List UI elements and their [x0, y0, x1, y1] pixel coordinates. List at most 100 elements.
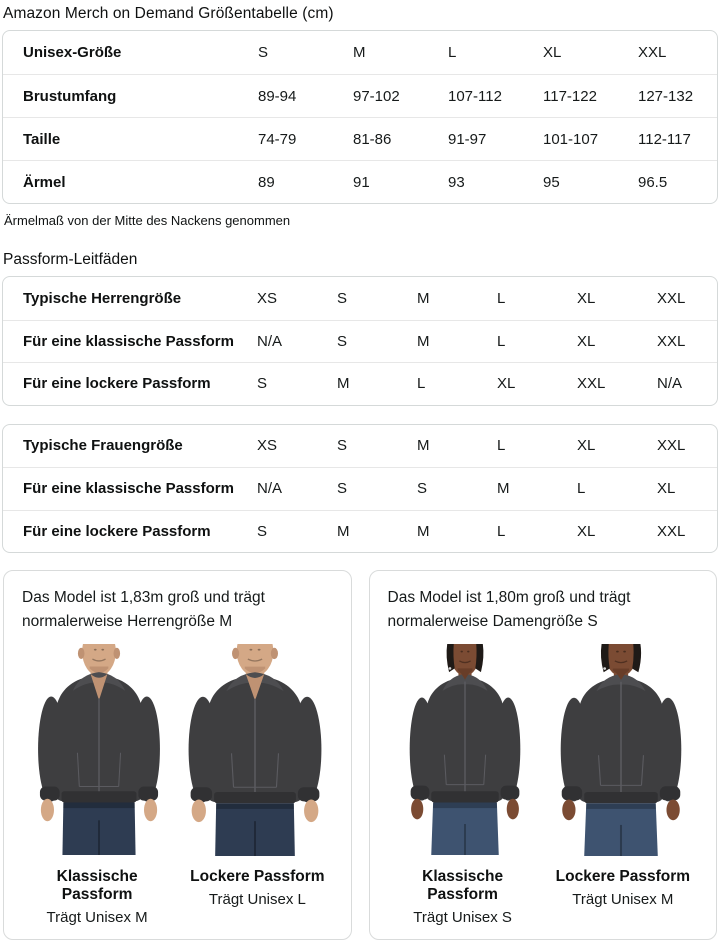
column-header: S	[337, 289, 348, 307]
womens-fit-guide-table: Typische Frauengröße XS S M L XL XXL Für…	[2, 423, 718, 553]
cell-value: 127-132	[638, 87, 694, 105]
hoodie-model-illustration	[389, 637, 540, 863]
cell-value: M	[337, 522, 350, 540]
table-header-row: Typische Herrengröße XS S M L XL XXL	[3, 277, 717, 320]
fit-guides-title: Passform-Leitfäden	[3, 251, 138, 268]
cell-value: L	[497, 522, 506, 540]
column-header: M	[353, 44, 366, 61]
photo-captions: Klassische Passform Trägt Unisex S Locke…	[386, 868, 701, 926]
table-row: Brustumfang 89-94 97-102 107-112 117-122…	[3, 74, 717, 117]
model-photos	[386, 637, 701, 863]
row-label: Typische Herrengröße	[23, 289, 182, 307]
row-label: Für eine lockere Passform	[23, 522, 211, 540]
fit-label: Klassische Passform	[56, 868, 138, 904]
fit-label: Klassische Passform	[422, 868, 504, 904]
row-label: Unisex-Größe	[23, 44, 122, 61]
cell-value: L	[417, 375, 426, 393]
cell-value: S	[417, 480, 428, 498]
table-row: Für eine klassische Passform N/A S M L X…	[3, 319, 717, 363]
model-card-men: Das Model ist 1,83m groß und trägt norma…	[3, 570, 352, 941]
cell-value: 97-102	[353, 87, 400, 105]
cell-value: 81-86	[353, 130, 392, 148]
row-label: Für eine klassische Passform	[23, 332, 234, 350]
caption-classic: Klassische Passform Trägt Unisex S	[386, 868, 540, 926]
cell-value: M	[337, 375, 350, 393]
column-header: XS	[257, 289, 278, 307]
row-label: Für eine lockere Passform	[23, 375, 211, 393]
cell-value: 112-117	[638, 130, 691, 148]
cell-value: XL	[577, 332, 596, 350]
column-header: M	[417, 289, 430, 307]
cell-value: M	[417, 522, 430, 540]
cell-value: XXL	[657, 522, 686, 540]
table-row: Für eine klassische Passform N/A S S M L…	[3, 467, 717, 510]
row-label: Brustumfang	[23, 87, 117, 105]
cell-value: 74-79	[258, 130, 297, 148]
hoodie-model-illustration	[545, 637, 696, 863]
table-row: Ärmel 89 91 93 95 96.5	[3, 160, 717, 203]
cell-value: 89-94	[258, 87, 297, 105]
fit-label: Lockere Passform	[190, 868, 325, 886]
table-header-row: Unisex-Größe S M L XL XXL	[3, 31, 717, 74]
model-description: Das Model ist 1,83m groß und trägt norma…	[22, 589, 265, 631]
cell-value: 95	[543, 173, 560, 191]
model-photo-classic-fit	[389, 637, 540, 863]
cell-value: XL	[577, 522, 596, 540]
table-header-row: Typische Frauengröße XS S M L XL XXL	[3, 425, 717, 468]
cell-value: S	[337, 480, 348, 498]
size-label: Trägt Unisex S	[413, 909, 512, 927]
model-card-women: Das Model ist 1,80m groß und trägt norma…	[368, 570, 717, 941]
cell-value: N/A	[257, 480, 283, 498]
model-photos	[20, 637, 335, 863]
row-label: Ärmel	[23, 173, 66, 191]
cell-value: 101-107	[543, 130, 599, 148]
size-label: Trägt Unisex L	[208, 891, 306, 909]
caption-loose: Lockere Passform Trägt Unisex M	[546, 868, 700, 926]
column-header: S	[258, 44, 269, 61]
column-header: XXL	[657, 289, 686, 307]
cell-value: XXL	[577, 375, 606, 393]
cell-value: 93	[448, 173, 465, 191]
fit-label: Lockere Passform	[555, 868, 691, 886]
cell-value: XXL	[657, 332, 686, 350]
page-title: Amazon Merch on Demand Größentabelle (cm…	[3, 5, 334, 22]
size-label: Trägt Unisex M	[46, 909, 148, 927]
cell-value: 89	[258, 173, 275, 191]
cell-value: XL	[657, 480, 676, 498]
column-header: S	[337, 437, 348, 455]
row-label: Taille	[23, 130, 61, 148]
cell-value: M	[497, 480, 510, 498]
table-row: Taille 74-79 81-86 91-97 101-107 112-117	[3, 117, 717, 160]
cell-value: 91-97	[448, 130, 487, 148]
cell-value: S	[257, 522, 268, 540]
column-header: XS	[257, 437, 278, 455]
cell-value: 96.5	[638, 173, 668, 191]
cell-value: S	[257, 375, 268, 393]
column-header: L	[497, 289, 506, 307]
column-header: L	[448, 44, 457, 61]
cell-value: M	[417, 332, 430, 350]
column-header: XL	[543, 44, 562, 61]
sleeve-measure-footnote: Ärmelmaß von der Mitte des Nackens genom…	[4, 213, 291, 228]
model-description: Das Model ist 1,80m groß und trägt norma…	[387, 589, 631, 631]
model-photo-classic-fit	[24, 637, 175, 863]
cell-value: S	[337, 332, 348, 350]
mens-fit-guide-table: Typische Herrengröße XS S M L XL XXL Für…	[2, 276, 718, 406]
column-header: XL	[577, 289, 596, 307]
column-header: XXL	[657, 437, 686, 455]
unisex-size-table: Unisex-Größe S M L XL XXL Brustumfang 89…	[2, 30, 718, 204]
column-header: XXL	[638, 44, 667, 61]
column-header: L	[497, 437, 506, 455]
cell-value: N/A	[257, 332, 283, 350]
column-header: M	[417, 437, 430, 455]
cell-value: 91	[353, 173, 370, 191]
column-header: XL	[577, 437, 596, 455]
cell-value: 107-112	[448, 87, 502, 105]
hoodie-model-illustration	[24, 637, 175, 863]
table-row: Für eine lockere Passform S M M L XL XXL	[3, 509, 717, 553]
model-cards: Das Model ist 1,83m groß und trägt norma…	[2, 570, 718, 941]
model-photo-loose-fit	[180, 637, 331, 863]
model-photo-loose-fit	[545, 637, 696, 863]
cell-value: 117-122	[543, 87, 597, 105]
